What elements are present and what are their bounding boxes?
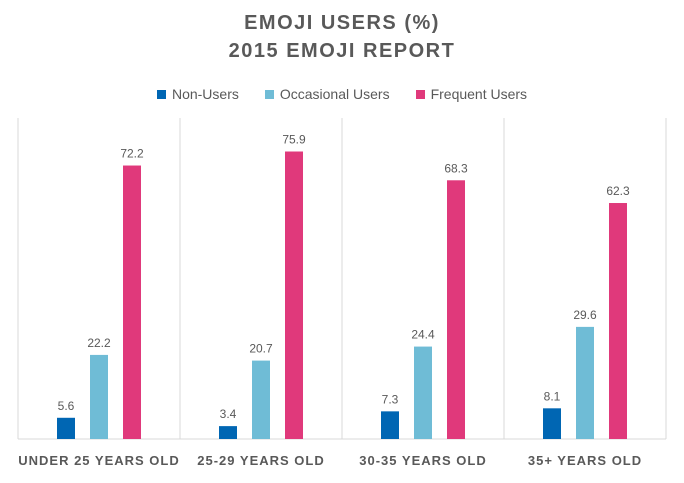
legend: Non-Users Occasional Users Frequent User… [0, 86, 684, 102]
legend-item-occasional-users: Occasional Users [264, 86, 390, 102]
data-label: 62.3 [606, 184, 630, 198]
data-label: 20.7 [249, 342, 273, 356]
bar [414, 346, 432, 439]
data-label: 29.6 [573, 308, 597, 322]
bar [543, 408, 561, 439]
data-label: 7.3 [382, 392, 399, 406]
data-label: 8.1 [544, 389, 561, 403]
x-tick-label: 35+ YEARS OLD [528, 453, 642, 468]
chart-title: EMOJI USERS (%) [244, 12, 440, 34]
data-label: 75.9 [282, 133, 306, 147]
legend-swatch-non-users [156, 89, 166, 99]
legend-item-non-users: Non-Users [156, 86, 239, 102]
bar [381, 411, 399, 439]
bar [285, 151, 303, 439]
bar [123, 165, 141, 439]
data-label: 5.6 [58, 399, 75, 413]
bar [447, 180, 465, 439]
bar [252, 360, 270, 439]
legend-label: Occasional Users [279, 86, 390, 102]
bar [576, 326, 594, 439]
x-tick-label: UNDER 25 YEARS OLD [18, 453, 180, 468]
bar [57, 417, 75, 439]
legend-label: Frequent Users [430, 86, 528, 102]
bar [219, 426, 237, 439]
bar [90, 354, 108, 439]
bar [609, 203, 627, 439]
data-label: 24.4 [411, 328, 435, 342]
chart-subtitle: 2015 EMOJI REPORT [228, 40, 456, 62]
legend-swatch-frequent-users [415, 89, 425, 99]
legend-item-frequent-users: Frequent Users [415, 86, 528, 102]
x-tick-label: 30-35 YEARS OLD [359, 453, 486, 468]
data-label: 3.4 [220, 407, 237, 421]
legend-label: Non-Users [171, 86, 239, 102]
data-label: 68.3 [444, 161, 468, 175]
data-label: 72.2 [120, 147, 144, 161]
x-tick-label: 25-29 YEARS OLD [197, 453, 324, 468]
legend-swatch-occasional-users [264, 89, 274, 99]
data-label: 22.2 [87, 336, 111, 350]
